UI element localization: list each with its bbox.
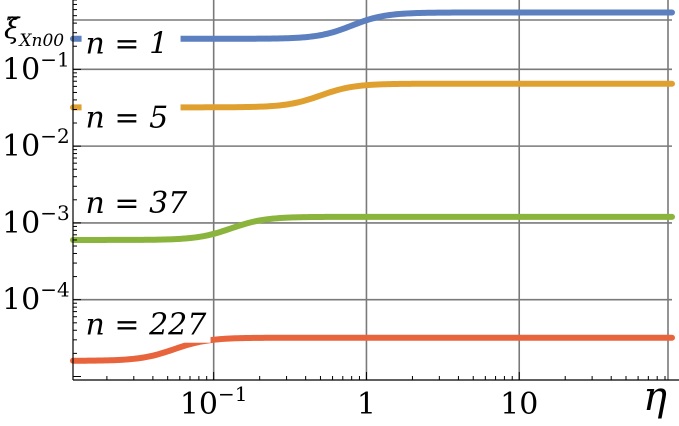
tick-labels: 10−1 1 10 10−1 10−2 10−3 10−4 bbox=[2, 47, 538, 422]
y-tick-label-3: 10−4 bbox=[2, 278, 70, 318]
annotation-bg-1 bbox=[81, 101, 181, 136]
series-annotation-1: n = 5 bbox=[86, 100, 169, 135]
annotation-bg-3 bbox=[81, 308, 211, 343]
y-tick-label-0: 10−1 bbox=[2, 47, 70, 87]
series-annotation-3: n = 227 bbox=[86, 308, 208, 343]
x-tick-label-1: 1 bbox=[357, 387, 376, 422]
x-tick-label-2: 10 bbox=[500, 387, 538, 422]
y-tick-label-2: 10−3 bbox=[2, 201, 70, 241]
y-axis-label: ξ̃Xn00 bbox=[4, 12, 64, 51]
annotation-bg-0 bbox=[81, 27, 181, 62]
series-line-4 bbox=[70, 334, 675, 364]
y-tick-label-1: 10−2 bbox=[2, 124, 70, 164]
x-axis-label: η bbox=[643, 374, 667, 420]
series-line-3 bbox=[70, 213, 675, 243]
annotation-bg-2 bbox=[81, 186, 196, 221]
series-annotation-0: n = 1 bbox=[86, 27, 169, 62]
series-annotation-2: n = 37 bbox=[86, 186, 189, 221]
x-tick-label-0: 10−1 bbox=[180, 382, 248, 422]
axes bbox=[72, 0, 679, 381]
y-axis-label-main: ξ̃ bbox=[4, 12, 21, 45]
y-axis-label-sub: Xn00 bbox=[17, 31, 64, 51]
annotations: n = 1 n = 5 n = 37 n = 227 bbox=[81, 27, 211, 343]
